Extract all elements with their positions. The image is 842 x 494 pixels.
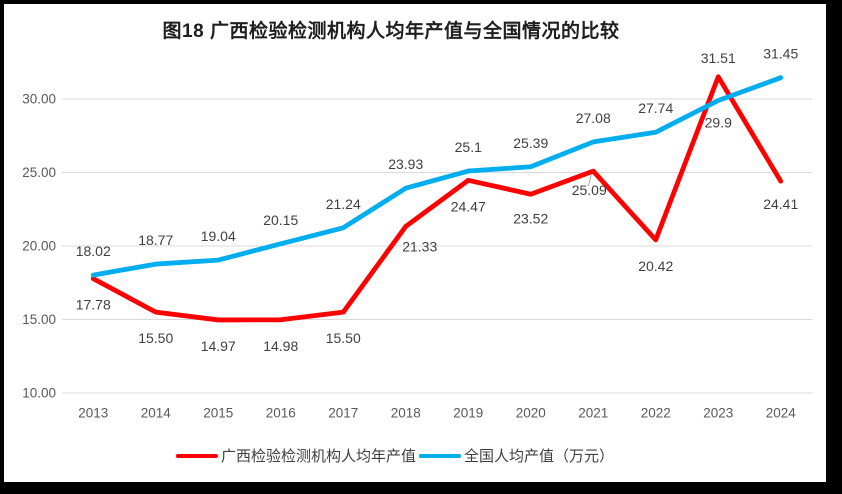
chart-legend: 广西检验检测机构人均年产值 全国人均产值（万元） <box>0 444 790 468</box>
data-label: 25.09 <box>572 182 607 198</box>
data-label: 18.77 <box>138 232 173 248</box>
x-axis-label: 2017 <box>328 406 358 421</box>
x-axis-label: 2020 <box>516 406 546 421</box>
data-label: 27.08 <box>576 110 611 126</box>
data-label: 21.33 <box>402 238 437 254</box>
y-axis-tick-label: 10.00 <box>22 386 56 401</box>
x-axis-label: 2024 <box>766 406 797 421</box>
data-label: 21.24 <box>326 196 361 212</box>
data-label: 15.50 <box>138 330 173 346</box>
legend-label-guangxi: 广西检验检测机构人均年产值 <box>220 447 416 465</box>
data-label: 14.97 <box>201 338 236 354</box>
screenshot-border-right <box>826 0 842 494</box>
x-axis-label: 2016 <box>266 406 296 421</box>
data-label: 27.74 <box>638 100 673 116</box>
data-label: 14.98 <box>263 338 298 354</box>
data-label: 20.42 <box>638 258 673 274</box>
series-line-guangxi <box>90 74 784 323</box>
y-axis-tick-label: 30.00 <box>22 92 56 107</box>
data-label: 25.39 <box>513 135 548 151</box>
data-label: 31.45 <box>763 46 798 62</box>
legend-item-national: 全国人均产值（万元） <box>419 449 614 464</box>
data-label: 18.02 <box>76 243 111 259</box>
legend-swatch-red-line <box>175 453 218 459</box>
data-label: 17.78 <box>76 297 111 313</box>
legend-label-national: 全国人均产值（万元） <box>464 447 615 465</box>
x-axis-label: 2022 <box>641 406 671 421</box>
data-label: 23.52 <box>513 210 548 226</box>
data-label: 23.93 <box>388 156 423 172</box>
data-label: 31.51 <box>701 50 736 66</box>
y-axis-tick-label: 15.00 <box>22 312 56 327</box>
screenshot-border-bottom <box>0 482 842 494</box>
x-axis-label: 2023 <box>703 406 733 421</box>
data-label: 25.1 <box>455 139 482 155</box>
x-axis-label: 2015 <box>203 406 233 421</box>
x-axis-label: 2019 <box>453 406 483 421</box>
legend-swatch-blue-line <box>419 453 461 459</box>
screenshot-border-left <box>0 0 4 494</box>
data-label: 24.41 <box>763 196 798 212</box>
y-axis-tick-label: 20.00 <box>22 239 56 254</box>
x-axis-label: 2013 <box>78 406 108 421</box>
y-axis-tick-label: 25.00 <box>22 165 56 180</box>
x-axis-label: 2018 <box>391 406 421 421</box>
x-axis-label: 2021 <box>578 406 608 421</box>
data-label: 24.47 <box>451 198 486 214</box>
data-label: 29.9 <box>705 114 732 130</box>
data-label: 15.50 <box>326 330 361 346</box>
legend-item-guangxi: 广西检验检测机构人均年产值 <box>175 447 416 465</box>
screenshot-border-top <box>0 0 842 4</box>
data-label: 19.04 <box>201 228 236 244</box>
x-axis-label: 2014 <box>141 406 172 421</box>
series-line-national <box>90 75 784 278</box>
label-leader-line <box>587 175 592 187</box>
data-label: 20.15 <box>263 212 298 228</box>
chart-title: 图18 广西检验检测机构人均年产值与全国情况的比较 <box>162 21 620 42</box>
